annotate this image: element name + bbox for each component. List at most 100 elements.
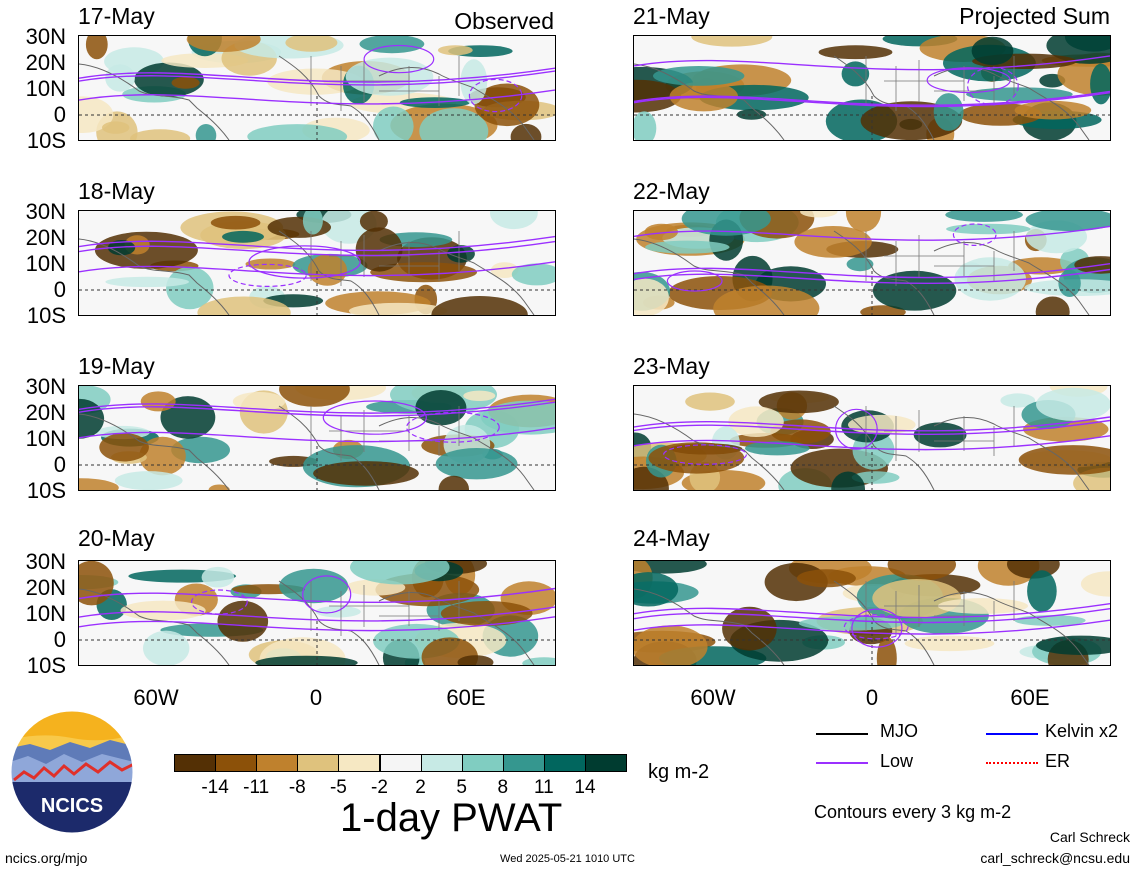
colorbar-swatch (461, 754, 504, 772)
pwat-anomaly-region (120, 600, 206, 621)
pwat-anomaly-region (447, 245, 475, 263)
lat-label: 10N (25, 251, 66, 276)
pwat-map (634, 36, 1110, 140)
low-frequency-contour (634, 90, 1110, 106)
panel-date-24-may: 24-May (633, 525, 710, 551)
pwat-anomaly-region (285, 36, 338, 52)
pwat-map (79, 211, 555, 315)
pwat-anomaly-region (1074, 256, 1110, 274)
pwat-anomaly-region (818, 45, 893, 60)
low-frequency-contour (662, 444, 748, 465)
pwat-anomaly-region (1058, 269, 1081, 297)
ncics-url-link[interactable]: ncics.org/mjo (5, 850, 88, 866)
colorbar-tick-label: 2 (415, 777, 426, 798)
colorbar-tick-label: -11 (243, 777, 270, 798)
pwat-anomaly-region (130, 129, 191, 140)
logo-text: NCICS (41, 795, 103, 817)
pwat-anomaly-region (232, 392, 286, 411)
pwat-anomaly-region (171, 76, 200, 89)
pwat-anomaly-region (722, 606, 777, 651)
pwat-anomaly-region (415, 390, 467, 426)
pwat-anomaly-region (634, 572, 679, 607)
pwat-anomaly-region (490, 211, 538, 230)
pwat-anomaly-region (1027, 570, 1057, 612)
low-frequency-contour (666, 270, 723, 292)
pwat-anomaly-region (359, 36, 425, 54)
pwat-anomaly-region (634, 79, 682, 113)
pwat-anomaly-region (315, 605, 361, 618)
pwat-anomaly-region (171, 436, 230, 464)
lat-label: 0 (53, 627, 66, 652)
lat-label: 10S (26, 128, 66, 153)
lat-label: 10N (25, 76, 66, 101)
pwat-anomaly-region (359, 211, 388, 232)
low-frequency-contour (634, 225, 1110, 241)
pwat-anomaly-region (1035, 296, 1070, 315)
pwat-anomaly-region (490, 262, 519, 278)
pwat-anomaly-region (431, 296, 528, 315)
pwat-anomaly-region (644, 223, 678, 241)
lat-label: 0 (53, 452, 66, 477)
low-frequency-contour (634, 416, 1110, 432)
panel-date-19-may: 19-May (78, 353, 155, 379)
panel-date-21-may: 21-May (633, 3, 710, 29)
author-email-link[interactable]: carl_schreck@ncsu.edu (980, 850, 1130, 866)
map-panel (633, 385, 1111, 491)
low-frequency-contour (843, 614, 909, 640)
low-frequency-contour (79, 606, 555, 622)
low-frequency-contour (634, 608, 1110, 624)
colorbar-swatch (379, 754, 422, 772)
low-frequency-contour (634, 268, 1110, 285)
map-panel (78, 35, 556, 141)
colorbar-tick-label: -2 (371, 777, 388, 798)
pwat-anomaly-region (279, 568, 349, 604)
pwat-anomaly-region (736, 109, 767, 120)
lat-label: 0 (53, 277, 66, 302)
map-panel (633, 560, 1111, 666)
pwat-anomaly-region (648, 442, 745, 474)
low-frequency-contour (634, 55, 1110, 71)
pwat-anomaly-region (166, 266, 214, 310)
pwat-anomaly-region (831, 471, 865, 490)
low-frequency-contour (79, 67, 555, 83)
pwat-anomaly-region (685, 392, 735, 411)
pwat-anomaly-region (457, 655, 494, 665)
pwat-anomaly-region (247, 124, 348, 140)
lat-label: 10S (26, 653, 66, 678)
pwat-anomaly-region (1018, 445, 1110, 475)
lon-label: 60E (1010, 685, 1050, 710)
map-panel (633, 35, 1111, 141)
low-frequency-contour (468, 78, 523, 113)
panel-date-20-may: 20-May (78, 525, 155, 551)
pwat-anomaly-region (937, 598, 1028, 614)
pwat-anomaly-region (267, 68, 363, 95)
pwat-anomaly-region (845, 211, 882, 232)
ncics-logo: NCICS (10, 710, 134, 834)
lon-label: 0 (309, 685, 323, 710)
country-borders (865, 231, 1015, 286)
lat-label: 20N (25, 225, 66, 250)
pwat-anomaly-region (758, 390, 839, 414)
lat-label: 20N (25, 575, 66, 600)
low-frequency-contour (79, 398, 555, 414)
low-frequency-contour (79, 240, 555, 257)
colorbar-tick-label: 8 (497, 777, 509, 798)
low-frequency-contour (834, 408, 878, 450)
map-panel (633, 210, 1111, 316)
pwat-anomaly-region (645, 240, 730, 254)
pwat-anomaly-region (79, 96, 114, 133)
pwat-anomaly-region (728, 406, 784, 437)
panel-date-23-may: 23-May (633, 353, 710, 379)
author-name: Carl Schreck (1049, 829, 1130, 845)
pwat-anomaly-region (796, 569, 856, 588)
colorbar-swatch (297, 754, 340, 772)
pwat-anomaly-region (1080, 571, 1110, 597)
pwat-anomaly-region (79, 561, 114, 606)
colorbar-swatch (502, 754, 545, 772)
pwat-anomaly-region (522, 657, 555, 665)
pwat-anomaly-region (79, 478, 119, 490)
legend-label-low: Low (880, 751, 914, 771)
pwat-anomaly-region (946, 223, 1031, 235)
pwat-anomaly-region (800, 211, 838, 218)
pwat-anomaly-region (634, 278, 669, 315)
